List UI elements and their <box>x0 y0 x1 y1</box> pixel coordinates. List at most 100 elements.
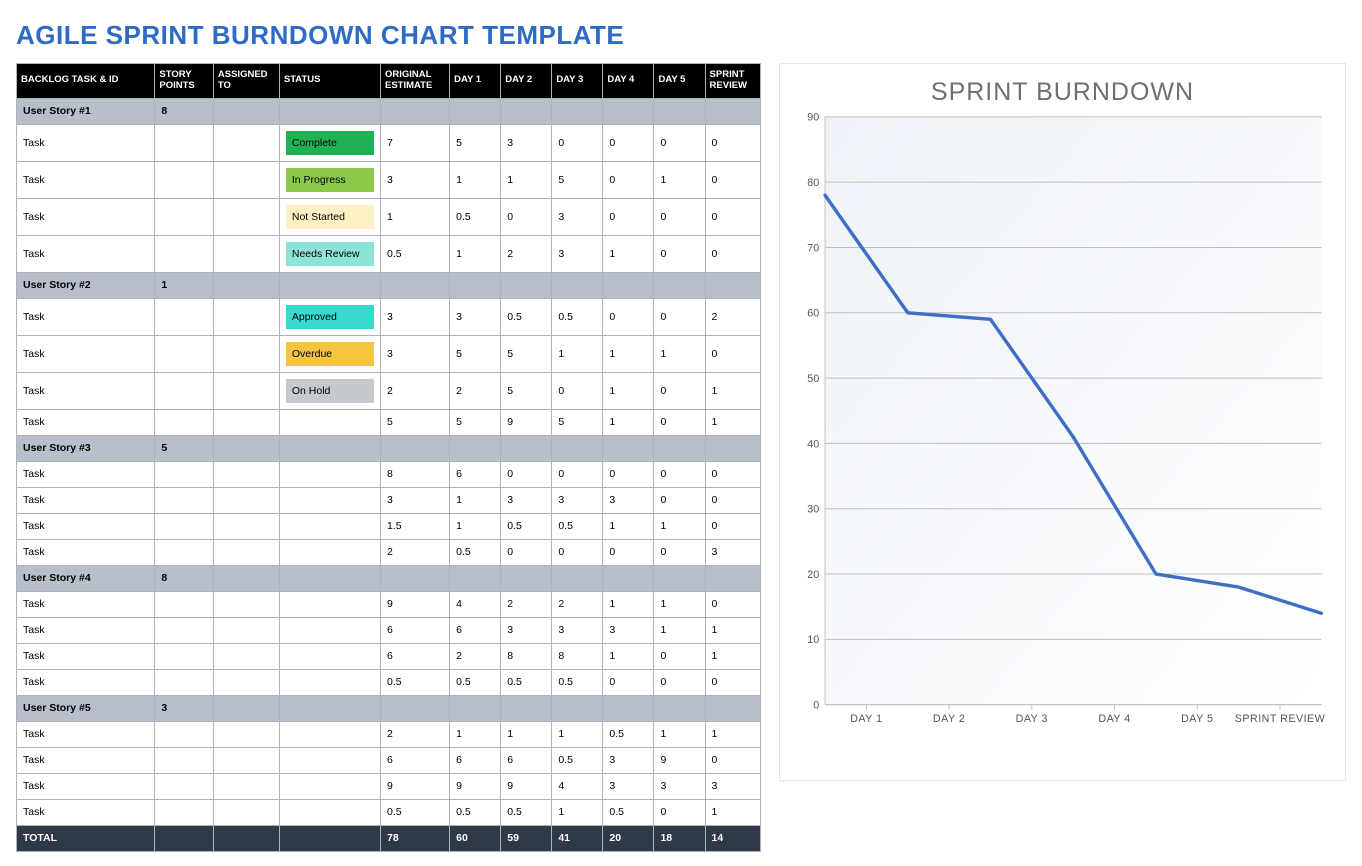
status-cell[interactable]: Not Started <box>279 198 380 235</box>
table-body: User Story #18TaskComplete7530000TaskIn … <box>17 98 761 851</box>
assigned-cell <box>213 539 279 565</box>
story-cell <box>279 565 380 591</box>
story-cell <box>552 565 603 591</box>
value-cell: 2 <box>450 643 501 669</box>
value-cell: 1 <box>603 591 654 617</box>
value-cell: 1 <box>654 161 705 198</box>
task-name-cell: Task <box>17 461 155 487</box>
story-cell <box>501 695 552 721</box>
status-cell[interactable]: Complete <box>279 124 380 161</box>
status-chip[interactable]: On Hold <box>286 379 374 403</box>
layout-row: BACKLOG TASK & IDSTORY POINTSASSIGNED TO… <box>16 63 1346 852</box>
value-cell: 0 <box>654 487 705 513</box>
status-cell[interactable] <box>279 617 380 643</box>
status-chip[interactable]: In Progress <box>286 168 374 192</box>
col-header: ORIGINAL ESTIMATE <box>380 64 449 99</box>
status-cell[interactable] <box>279 721 380 747</box>
status-cell[interactable] <box>279 513 380 539</box>
status-cell[interactable] <box>279 669 380 695</box>
story-row: User Story #53 <box>17 695 761 721</box>
total-value: 18 <box>654 825 705 851</box>
table-row: Task5595101 <box>17 409 761 435</box>
story-cell <box>501 565 552 591</box>
value-cell: 1 <box>603 235 654 272</box>
col-header: DAY 3 <box>552 64 603 99</box>
value-cell: 0.5 <box>501 669 552 695</box>
story-cell <box>603 98 654 124</box>
story-cell <box>654 98 705 124</box>
status-chip[interactable]: Needs Review <box>286 242 374 266</box>
total-value: 59 <box>501 825 552 851</box>
status-cell[interactable] <box>279 487 380 513</box>
status-cell[interactable] <box>279 773 380 799</box>
status-cell[interactable] <box>279 409 380 435</box>
value-cell: 2 <box>501 591 552 617</box>
status-cell[interactable]: Needs Review <box>279 235 380 272</box>
status-cell[interactable] <box>279 461 380 487</box>
story-cell: User Story #5 <box>17 695 155 721</box>
status-cell[interactable]: Overdue <box>279 335 380 372</box>
total-value: 20 <box>603 825 654 851</box>
story-row: User Story #21 <box>17 272 761 298</box>
value-cell: 2 <box>380 721 449 747</box>
value-cell: 3 <box>501 124 552 161</box>
status-cell[interactable]: In Progress <box>279 161 380 198</box>
status-cell[interactable] <box>279 643 380 669</box>
table-row: Task21110.511 <box>17 721 761 747</box>
chart-title: SPRINT BURNDOWN <box>790 78 1335 107</box>
status-cell[interactable]: Approved <box>279 298 380 335</box>
value-cell: 9 <box>380 591 449 617</box>
value-cell: 2 <box>380 539 449 565</box>
table-row: Task0.50.50.510.501 <box>17 799 761 825</box>
value-cell: 1 <box>552 721 603 747</box>
value-cell: 1 <box>705 721 760 747</box>
value-cell: 1 <box>450 721 501 747</box>
svg-text:DAY 3: DAY 3 <box>1016 713 1048 725</box>
value-cell: 1 <box>450 487 501 513</box>
value-cell: 5 <box>552 161 603 198</box>
story-cell <box>279 272 380 298</box>
value-cell: 3 <box>380 161 449 198</box>
value-cell: 1 <box>552 799 603 825</box>
table-row: Task9994333 <box>17 773 761 799</box>
value-cell: 1 <box>603 372 654 409</box>
task-name-cell: Task <box>17 721 155 747</box>
value-cell: 1 <box>603 643 654 669</box>
status-cell[interactable] <box>279 591 380 617</box>
value-cell: 1 <box>450 513 501 539</box>
value-cell: 1 <box>705 372 760 409</box>
status-chip[interactable]: Overdue <box>286 342 374 366</box>
total-value: 14 <box>705 825 760 851</box>
value-cell: 3 <box>603 773 654 799</box>
value-cell: 1 <box>705 409 760 435</box>
svg-text:60: 60 <box>807 308 819 320</box>
status-chip[interactable]: Complete <box>286 131 374 155</box>
table-row: Task3133300 <box>17 487 761 513</box>
total-blank <box>213 825 279 851</box>
status-cell[interactable]: On Hold <box>279 372 380 409</box>
status-chip[interactable]: Approved <box>286 305 374 329</box>
status-cell[interactable] <box>279 799 380 825</box>
story-cell <box>450 272 501 298</box>
status-cell[interactable] <box>279 539 380 565</box>
value-cell: 5 <box>501 335 552 372</box>
value-cell: 0.5 <box>380 799 449 825</box>
page-title: AGILE SPRINT BURNDOWN CHART TEMPLATE <box>16 20 1346 51</box>
value-cell: 0 <box>501 198 552 235</box>
value-cell: 3 <box>603 747 654 773</box>
value-cell: 4 <box>552 773 603 799</box>
value-cell: 1 <box>654 335 705 372</box>
value-cell: 0 <box>603 198 654 235</box>
svg-text:DAY 4: DAY 4 <box>1098 713 1130 725</box>
value-cell: 9 <box>654 747 705 773</box>
status-cell[interactable] <box>279 747 380 773</box>
assigned-cell <box>213 235 279 272</box>
value-cell: 3 <box>552 617 603 643</box>
task-name-cell: Task <box>17 198 155 235</box>
status-chip[interactable]: Not Started <box>286 205 374 229</box>
value-cell: 0 <box>654 539 705 565</box>
story-cell <box>380 272 449 298</box>
task-name-cell: Task <box>17 409 155 435</box>
points-cell <box>155 513 214 539</box>
story-cell <box>279 98 380 124</box>
